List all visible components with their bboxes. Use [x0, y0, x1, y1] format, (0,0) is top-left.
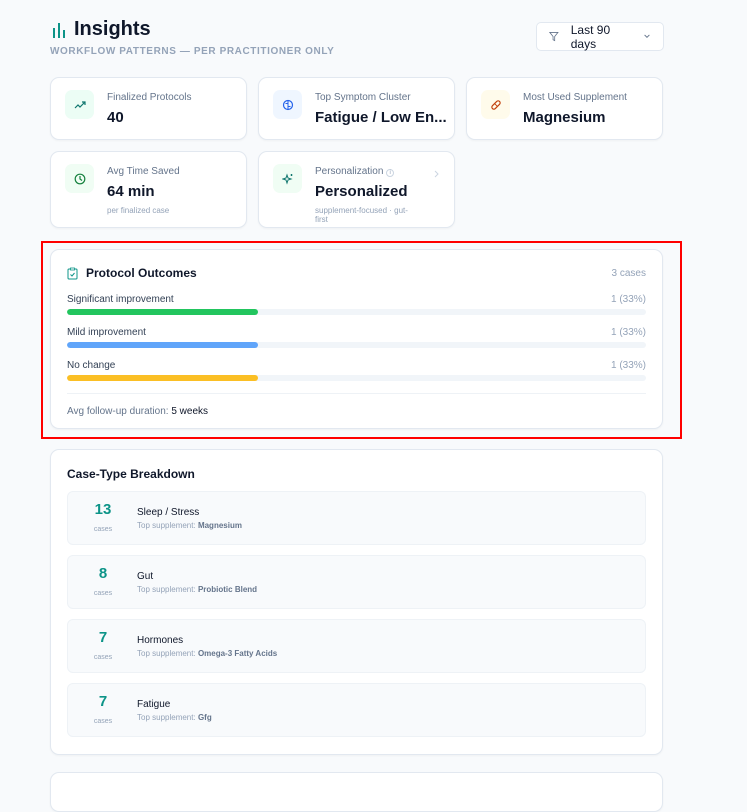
case-unit: cases [93, 653, 113, 661]
outcome-progress-fill [67, 375, 259, 381]
outcome-progress-fill [67, 342, 259, 348]
case-unit: cases [93, 525, 113, 533]
page-title: Insights [52, 18, 151, 41]
stat-label: Finalized Protocols [107, 92, 192, 103]
info-icon[interactable]: i [386, 169, 395, 177]
stat-label: Avg Time Saved [107, 166, 180, 177]
follow-up-value: 5 weeks [171, 406, 209, 417]
top-supplement: Omega-3 Fatty Acids [197, 648, 278, 658]
highlight-box [41, 241, 682, 439]
case-type-name: Hormones [137, 634, 184, 646]
sparkles-icon [273, 164, 302, 193]
follow-up-label: Avg follow-up duration: [67, 406, 169, 417]
top-supplement: Gfg [197, 712, 212, 722]
outcomes-count: 3 cases [611, 267, 646, 279]
bar-chart-icon [53, 22, 65, 38]
protocol-outcomes-card: Protocol Outcomes 3 cases Significant im… [50, 249, 663, 429]
top-supplement: Magnesium [197, 520, 242, 530]
case-unit: cases [93, 589, 113, 597]
case-type-item: 7 cases Hormones Top supplement: Omega-3 F… [67, 619, 646, 673]
case-count: 7 [98, 628, 108, 646]
stat-label: Top Symptom Cluster [315, 92, 411, 103]
stat-label: Personalization i [315, 166, 419, 177]
title-text: Insights [74, 18, 151, 40]
supplement-prefix: Top supplement: [137, 584, 196, 594]
stat-value: 64 min [107, 183, 155, 200]
stat-subtext: supplement-focused · gut-first [315, 206, 408, 224]
brain-icon [273, 90, 302, 119]
supplement-prefix: Top supplement: [137, 648, 196, 658]
outcome-label: Mild improvement [67, 327, 146, 338]
case-type-name: Sleep / Stress [137, 506, 200, 518]
case-count: 13 [94, 500, 112, 518]
stat-card: Avg Time Saved 64 min per finalized case [50, 151, 247, 228]
case-type-item: 13 cases Sleep / Stress Top supplement: Ma… [67, 491, 646, 545]
stat-label: Most Used Supplement [523, 92, 627, 103]
case-type-name: Fatigue [137, 698, 171, 710]
outcome-value: 1 (33%) [610, 327, 646, 338]
page-subtitle: WORKFLOW PATTERNS — PER PRACTITIONER ONL… [50, 46, 335, 57]
next-card [50, 772, 663, 812]
chevron-down-icon [644, 34, 650, 38]
stat-value: Magnesium [523, 109, 606, 126]
outcomes-title: Protocol Outcomes [86, 266, 197, 280]
chevron-right-icon[interactable] [432, 170, 440, 178]
stat-value: 40 [107, 109, 124, 126]
top-supplement: Probiotic Blend [197, 584, 258, 594]
date-range-value: Last 90 days [570, 22, 611, 51]
outcome-progress-bar [67, 342, 646, 348]
filter-icon [549, 32, 559, 42]
outcome-progress-fill [67, 309, 259, 315]
outcome-label: No change [67, 360, 116, 371]
outcome-row: No change 1 (33%) [67, 360, 646, 381]
outcome-value: 1 (33%) [610, 294, 646, 305]
supplement-prefix: Top supplement: [137, 520, 196, 530]
stat-subtext: per finalized case [107, 206, 170, 215]
stat-card: Most Used Supplement Magnesium [466, 77, 663, 140]
clock-icon [65, 164, 94, 193]
stat-value: Personalized [315, 183, 408, 200]
outcome-progress-bar [67, 309, 646, 315]
outcome-row: Significant improvement 1 (33%) [67, 294, 646, 315]
case-count: 7 [98, 692, 108, 710]
case-count: 8 [98, 564, 108, 582]
case-unit: cases [93, 717, 113, 725]
outcome-row: Mild improvement 1 (33%) [67, 327, 646, 348]
date-range-select[interactable]: Last 90 days [536, 22, 664, 51]
case-type-item: 8 cases Gut Top supplement: Probiotic Blen… [67, 555, 646, 609]
breakdown-title: Case-Type Breakdown [67, 467, 195, 481]
outcome-value: 1 (33%) [610, 360, 646, 371]
stat-card[interactable]: Personalization i Personalized supplemen… [258, 151, 455, 228]
outcome-label: Significant improvement [67, 294, 174, 305]
stat-card: Finalized Protocols 40 [50, 77, 247, 140]
pill-icon [481, 90, 510, 119]
trending-up-icon [65, 90, 94, 119]
case-type-breakdown-card: Case-Type Breakdown 13 cases Sleep / Stre… [50, 449, 663, 755]
outcome-progress-bar [67, 375, 646, 381]
stat-card: Top Symptom Cluster Fatigue / Low En... [258, 77, 455, 140]
clipboard-check-icon [67, 267, 78, 279]
case-type-item: 7 cases Fatigue Top supplement: Gfg [67, 683, 646, 737]
case-type-name: Gut [137, 570, 154, 582]
stat-value: Fatigue / Low En... [315, 109, 447, 126]
supplement-prefix: Top supplement: [137, 712, 196, 722]
